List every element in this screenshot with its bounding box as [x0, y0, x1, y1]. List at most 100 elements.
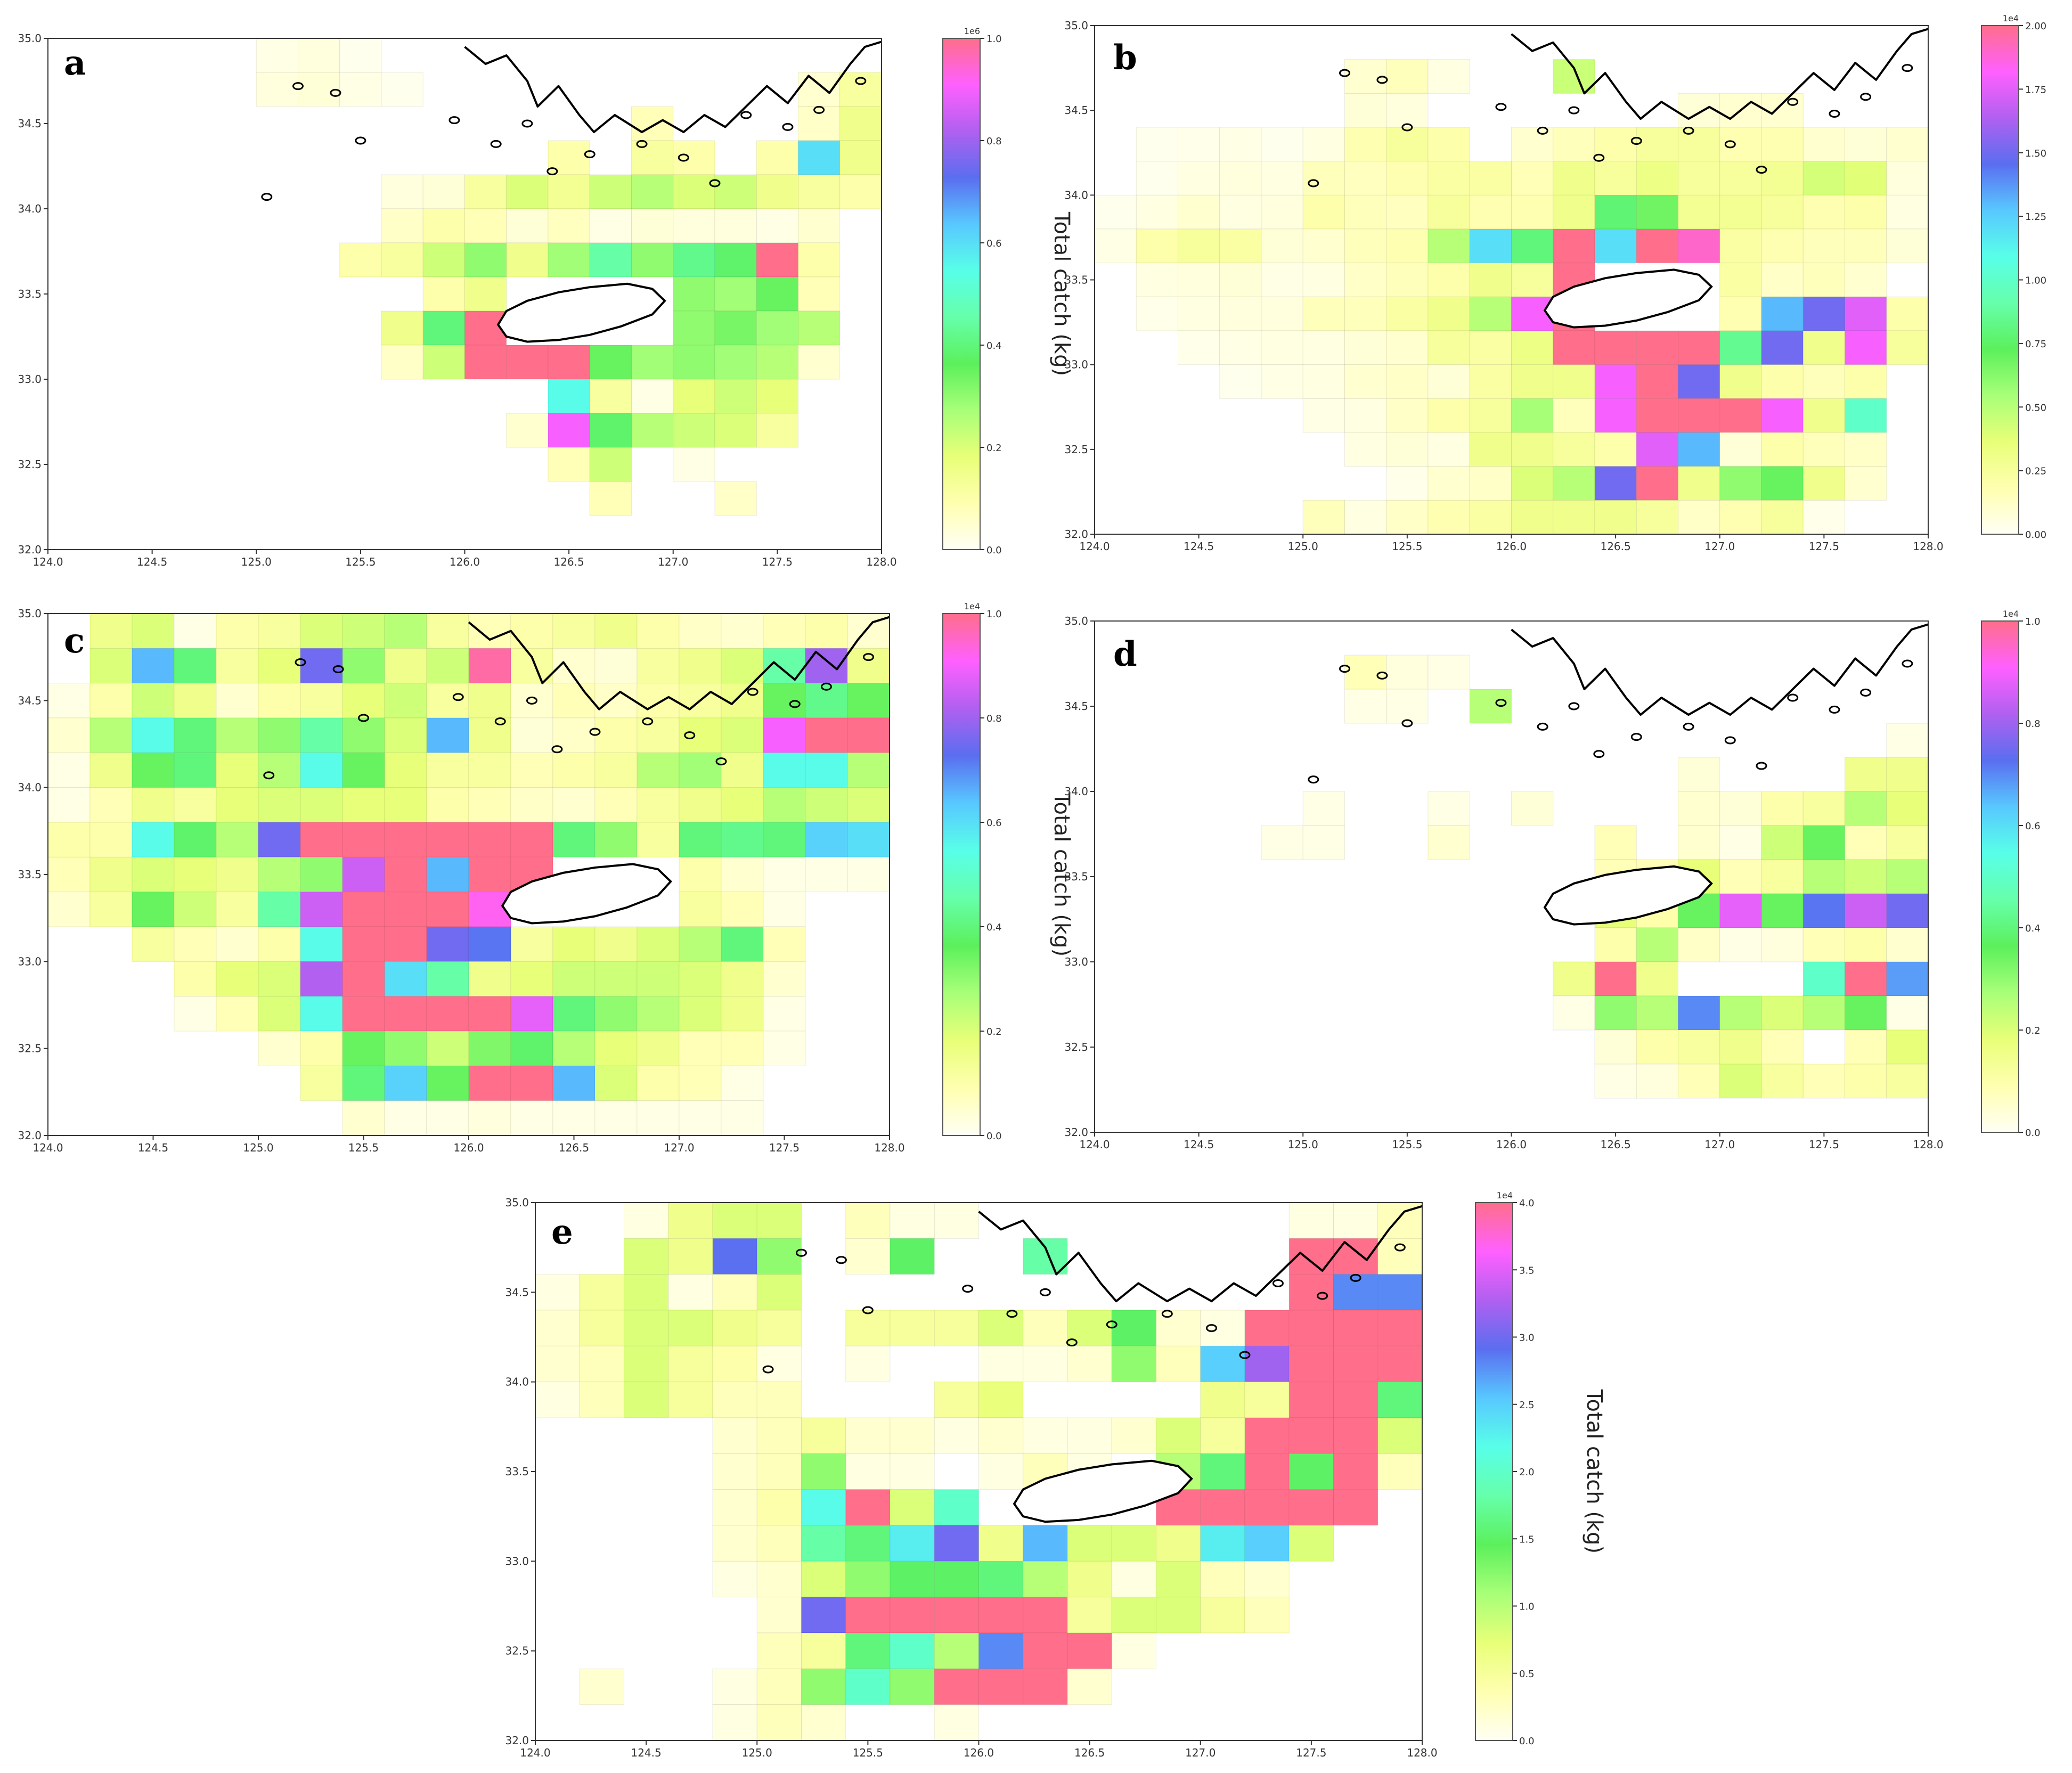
heatmap-cell [1244, 1489, 1290, 1526]
heatmap-cell [1386, 432, 1429, 467]
heatmap-cell [1288, 1453, 1334, 1490]
heatmap-cell [679, 856, 722, 893]
heatmap-cell [1469, 194, 1512, 230]
heatmap-cell [1678, 398, 1720, 433]
small-island [835, 1256, 847, 1264]
heatmap-cell [1377, 1453, 1423, 1490]
heatmap-cell [1469, 296, 1512, 331]
heatmap-cell [510, 1031, 553, 1066]
heatmap-cell [763, 892, 806, 927]
heatmap-cell [1802, 263, 1845, 297]
heatmap-cell [1344, 161, 1387, 195]
heatmap-cell [801, 1489, 846, 1526]
heatmap-cell [1802, 859, 1845, 894]
heatmap-cell [1845, 364, 1887, 399]
small-island [1106, 1320, 1117, 1329]
heatmap-cell [1111, 1417, 1156, 1454]
heatmap-cell [714, 208, 757, 243]
heatmap-cell [1067, 1668, 1112, 1705]
colorbar-tick-label: 0.2 [986, 443, 1002, 454]
y-tick-label: 35.0 [1064, 615, 1088, 627]
y-tick-label: 32.0 [18, 1129, 42, 1142]
panel-label: b [1113, 38, 1137, 78]
heatmap-cell [756, 1489, 802, 1526]
heatmap-cell [589, 208, 632, 243]
heatmap-cell [1761, 296, 1804, 331]
heatmap-cell [1719, 1064, 1762, 1099]
heatmap-cell [1719, 398, 1762, 433]
heatmap-cell [1802, 791, 1845, 826]
y-tick-label: 32.0 [1064, 528, 1088, 541]
y-tick-label: 33.0 [505, 1555, 529, 1567]
heatmap-cell [89, 752, 133, 788]
heatmap-cell [624, 1238, 669, 1275]
heatmap-cell [712, 1525, 757, 1562]
heatmap-cell [1845, 825, 1887, 860]
x-tick-label: 127.5 [1809, 1138, 1839, 1151]
heatmap-cell [548, 242, 590, 277]
heatmap-cell [1511, 500, 1554, 535]
heatmap-cell [342, 648, 385, 684]
colorbar-tick-label: 2.5 [1519, 1400, 1535, 1411]
small-island [292, 82, 304, 91]
heatmap-cell [1719, 296, 1762, 331]
heatmap-cell [1023, 1560, 1068, 1598]
heatmap-cell [721, 961, 764, 997]
colorbar-title: Total catch (kg) [1049, 792, 1074, 957]
heatmap-cell [1200, 1560, 1245, 1598]
heatmap-cell [132, 856, 175, 893]
colorbar-tick-label: 1.0 [1519, 1602, 1535, 1613]
heatmap-cell [1111, 1632, 1156, 1669]
heatmap-cell [1719, 791, 1762, 826]
x-tick-label: 127.5 [769, 1141, 800, 1154]
heatmap-cell [1886, 859, 1929, 894]
heatmap-cell [721, 787, 764, 823]
heatmap-cell [300, 856, 343, 893]
heatmap-cell [47, 683, 91, 718]
heatmap-cell [384, 752, 427, 788]
heatmap-cell [216, 961, 259, 997]
heatmap-cell [1244, 1382, 1290, 1418]
heatmap-cell [673, 345, 715, 380]
heatmap-cell [845, 1525, 891, 1562]
heatmap-cell [1178, 330, 1220, 365]
heatmap-cell [801, 1704, 846, 1741]
heatmap-cell [1344, 330, 1387, 365]
heatmap-cell [1023, 1668, 1068, 1705]
y-tick-label: 34.5 [18, 694, 42, 707]
heatmap-cell [1111, 1310, 1156, 1346]
heatmap-cell [1845, 859, 1887, 894]
heatmap-cell [342, 961, 385, 997]
colorbar-title: Total catch (kg) [1582, 1389, 1606, 1554]
x-tick-label: 127.0 [1704, 540, 1735, 553]
heatmap-cell [756, 1668, 802, 1705]
heatmap-cell [801, 1560, 846, 1598]
heatmap-cell [756, 1238, 802, 1275]
heatmap-cell [510, 683, 553, 718]
heatmap-cell [1594, 961, 1637, 996]
heatmap-cell [594, 822, 638, 857]
small-island [261, 193, 273, 201]
heatmap-cell [1719, 859, 1762, 894]
panel-e: 124.0 124.5 125.0 125.5 126.0 126.5 127.0 127.5… [505, 1190, 1606, 1759]
colorbar-tick-label: 0.5 [1519, 1669, 1535, 1680]
heatmap-cell [535, 1274, 580, 1311]
small-island [1593, 153, 1605, 162]
heatmap-cell [589, 481, 632, 516]
heatmap-cell [1261, 228, 1303, 264]
heatmap-cell [1261, 364, 1303, 399]
heatmap-cell [1219, 228, 1262, 264]
heatmap-cell [174, 613, 217, 649]
heatmap-cell [756, 1274, 802, 1311]
small-island [1724, 140, 1736, 149]
heatmap-cell [712, 1704, 757, 1741]
heatmap-cell [624, 1345, 669, 1383]
heatmap-cell [1469, 500, 1512, 535]
heatmap-cell [1261, 194, 1303, 230]
heatmap-cell [1136, 127, 1178, 162]
heatmap-cell [1219, 127, 1262, 162]
heatmap-cell [548, 345, 590, 380]
heatmap-cell [1302, 330, 1345, 365]
heatmap-cell [1845, 466, 1887, 501]
heatmap-cell [890, 1632, 935, 1669]
